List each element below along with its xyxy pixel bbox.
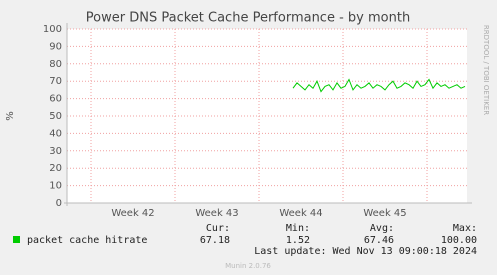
y-tick-label: 30 xyxy=(49,146,62,157)
footer: Munin 2.0.76 xyxy=(225,262,271,270)
legend-stat-value: 100.00 xyxy=(441,235,477,246)
y-tick-label: 70 xyxy=(49,76,62,87)
y-tick-label: 60 xyxy=(49,94,62,105)
legend-stat-header: Cur: xyxy=(206,223,230,234)
y-tick-label: 10 xyxy=(49,181,62,192)
legend-stat-header: Min: xyxy=(286,223,310,234)
x-tick-label: Week 43 xyxy=(195,208,238,219)
y-tick-label: 20 xyxy=(49,163,62,174)
x-tick-label: Week 45 xyxy=(363,208,406,219)
y-axis-label: % xyxy=(5,111,16,121)
y-tick-label: 0 xyxy=(56,198,62,209)
x-tick-label: Week 42 xyxy=(111,208,154,219)
legend-stat-value: 67.46 xyxy=(364,235,394,246)
chart-title: Power DNS Packet Cache Performance - by … xyxy=(86,11,410,26)
y-tick-label: 90 xyxy=(49,41,62,52)
data-line xyxy=(292,78,466,93)
y-tick-label: 40 xyxy=(49,128,62,139)
y-tick-label: 50 xyxy=(49,111,62,122)
legend-swatch xyxy=(13,236,20,243)
x-tick-label: Week 44 xyxy=(279,208,322,219)
legend-stat-header: Avg: xyxy=(370,223,394,234)
side-text: RRDTOOL / TOBI OETIKER xyxy=(482,25,490,115)
legend-stat-header: Max: xyxy=(453,223,477,234)
y-tick-label: 80 xyxy=(49,59,62,70)
last-update: Last update: Wed Nov 13 09:00:18 2024 xyxy=(254,246,477,257)
legend-label: packet cache hitrate xyxy=(27,235,147,246)
legend-stat-value: 1.52 xyxy=(286,235,310,246)
legend-stat-value: 67.18 xyxy=(200,235,230,246)
y-tick-label: 100 xyxy=(43,24,62,35)
